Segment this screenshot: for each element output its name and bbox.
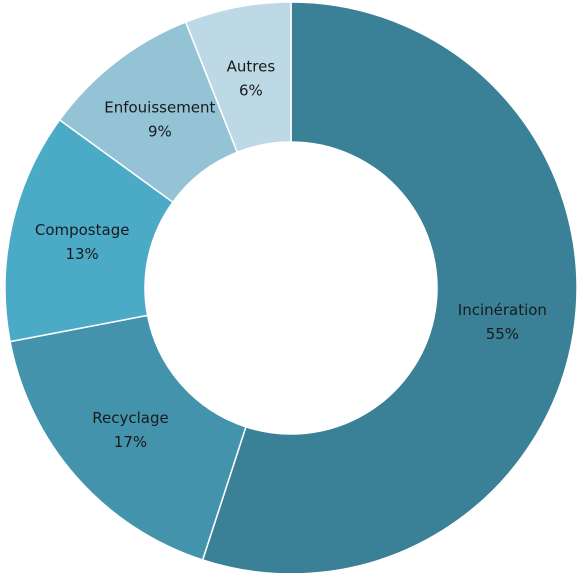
slice-value-label: 13%: [65, 245, 98, 263]
donut-slice: [9, 314, 247, 561]
slice-label: Recyclage: [92, 409, 168, 427]
slice-value-label: 17%: [114, 433, 147, 451]
slice-label: Enfouissement: [104, 98, 215, 116]
slice-label: Compostage: [35, 221, 130, 239]
slice-label: Incinération: [458, 301, 547, 319]
donut-slice: [201, 1, 578, 573]
donut-slice: [4, 118, 174, 343]
slice-label: Autres: [227, 57, 276, 75]
slice-value-label: 55%: [486, 325, 519, 343]
slice-value-label: 9%: [148, 122, 172, 140]
donut-slice: [184, 1, 292, 154]
slice-value-label: 6%: [239, 81, 263, 99]
